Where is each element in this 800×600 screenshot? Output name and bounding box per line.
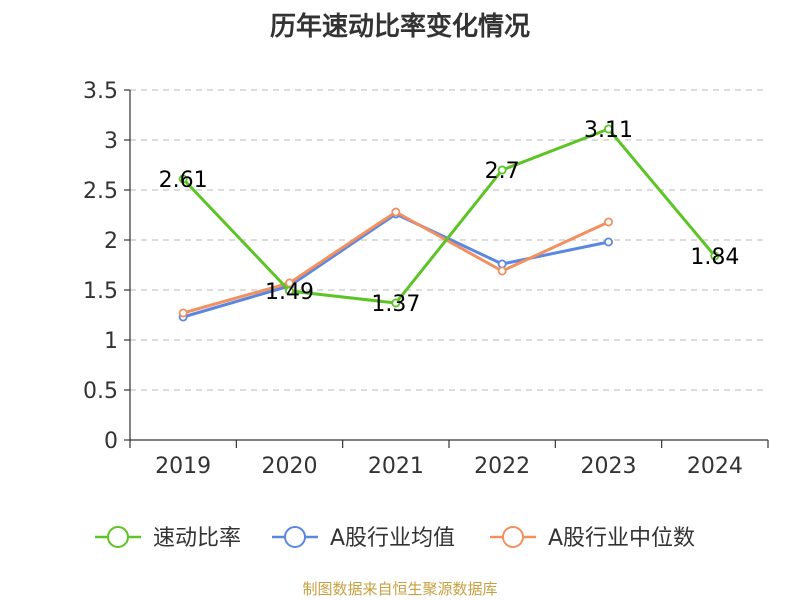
x-tick-label: 2019 bbox=[155, 454, 211, 479]
y-tick-label: 1 bbox=[104, 329, 118, 354]
legend-marker bbox=[107, 526, 129, 548]
x-axis-ticks: 2019 2020 2021 2022 2023 2024 bbox=[155, 454, 743, 479]
data-point bbox=[604, 124, 614, 134]
legend-label: A股行业均值 bbox=[330, 526, 455, 551]
data-point bbox=[178, 308, 188, 318]
legend-marker bbox=[502, 526, 524, 548]
y-tick-label: 3 bbox=[104, 129, 118, 154]
data-point bbox=[710, 251, 720, 261]
data-labels: 2.61 1.49 1.37 2.7 3.11 1.84 bbox=[159, 118, 740, 317]
data-label: 1.37 bbox=[371, 292, 420, 317]
data-point bbox=[284, 286, 294, 296]
legend-label: 速动比率 bbox=[153, 526, 241, 551]
legend: 速动比率 A股行业均值 A股行业中位数 bbox=[95, 526, 695, 551]
y-tick-label: 2.5 bbox=[83, 179, 118, 204]
legend-label: A股行业中位数 bbox=[548, 526, 695, 551]
y-tick-label: 0 bbox=[104, 429, 118, 454]
y-tick-label: 0.5 bbox=[83, 379, 118, 404]
series-lines bbox=[178, 124, 720, 322]
data-point bbox=[497, 165, 507, 175]
x-tick-label: 2022 bbox=[474, 454, 530, 479]
data-label: 2.61 bbox=[159, 168, 208, 193]
x-tick-label: 2021 bbox=[368, 454, 424, 479]
axes bbox=[124, 89, 769, 448]
data-label: 1.49 bbox=[265, 280, 314, 305]
data-point bbox=[391, 298, 401, 308]
source-note: 制图数据来自恒生聚源数据库 bbox=[302, 580, 498, 598]
series-line bbox=[182, 127, 716, 305]
x-tick-label: 2023 bbox=[581, 454, 637, 479]
data-point bbox=[391, 207, 401, 217]
y-tick-label: 1.5 bbox=[83, 279, 118, 304]
data-label: 2.7 bbox=[485, 159, 520, 184]
legend-marker bbox=[284, 526, 306, 548]
data-label: 1.84 bbox=[690, 245, 739, 270]
y-tick-label: 2 bbox=[104, 229, 118, 254]
data-point bbox=[604, 237, 614, 247]
x-tick-label: 2024 bbox=[687, 454, 743, 479]
data-point bbox=[497, 266, 507, 276]
chart-title: 历年速动比率变化情况 bbox=[269, 12, 530, 42]
y-tick-label: 3.5 bbox=[83, 79, 118, 104]
data-point bbox=[604, 217, 614, 227]
x-tick-label: 2020 bbox=[262, 454, 318, 479]
data-label: 3.11 bbox=[584, 118, 633, 143]
y-axis-ticks: 0 0.5 1 1.5 2 2.5 3 3.5 bbox=[83, 79, 118, 454]
data-point bbox=[178, 174, 188, 184]
